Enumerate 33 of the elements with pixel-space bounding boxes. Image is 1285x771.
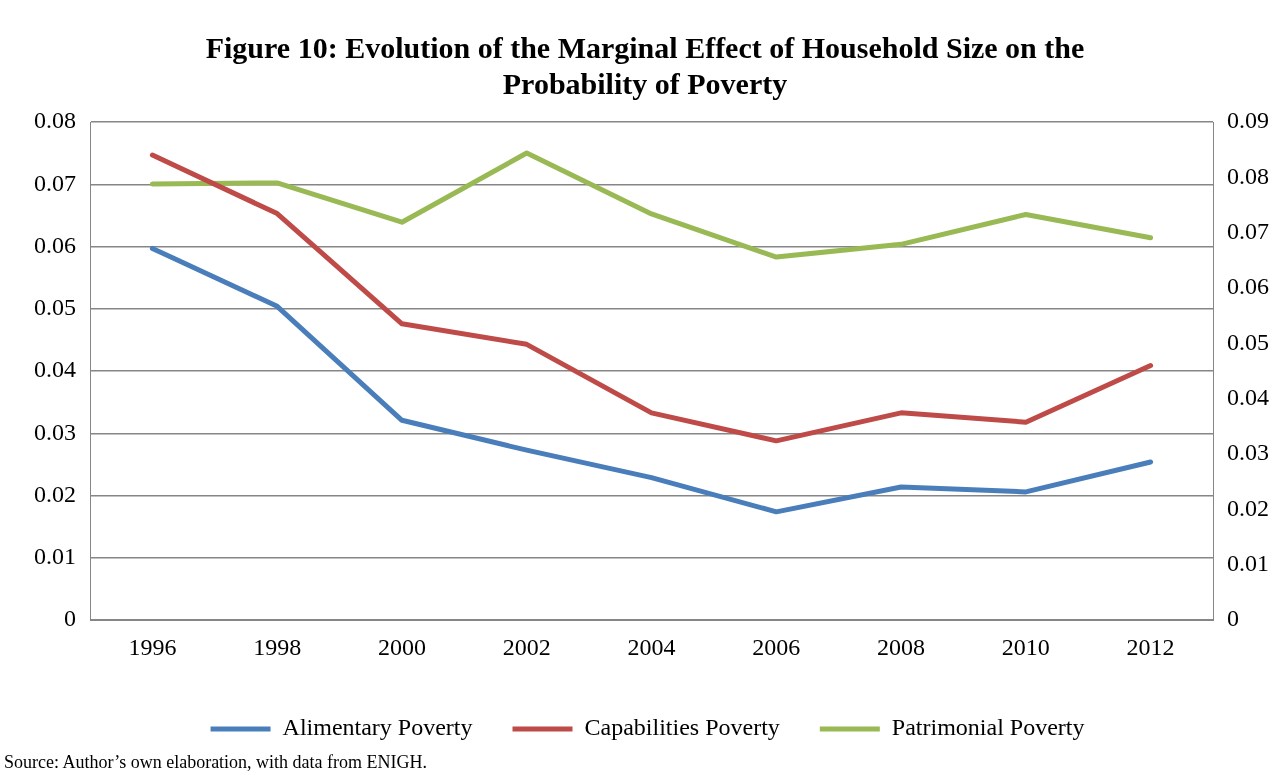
x-tick-label: 2008	[877, 633, 926, 660]
source-note: Source: Author’s own elaboration, with data from ENIGH.	[4, 752, 428, 771]
chart-title: Figure 10: Evolution of the Marginal Effect of Household Size on the Probability of Poverty	[204, 30, 1086, 102]
y-tick-label: 0.03	[34, 418, 76, 445]
x-tick-label: 2004	[627, 633, 676, 660]
y-tick-label: 0.08	[34, 107, 76, 134]
y-tick-label: 0.07	[34, 169, 76, 196]
y2-tick-label: 0.07	[1227, 218, 1269, 245]
y2-tick-label: 0.09	[1227, 107, 1269, 134]
legend-label: Capabilities Poverty	[584, 714, 780, 741]
y2-tick-label: 0.05	[1227, 328, 1269, 355]
x-tick-label: 1998	[253, 633, 302, 660]
y2-tick-label: 0.08	[1227, 162, 1269, 189]
x-tick-label: 1996	[128, 633, 177, 660]
y2-tick-label: 0.01	[1227, 550, 1269, 577]
x-tick-label: 2006	[752, 633, 801, 660]
y2-tick-label: 0.06	[1227, 273, 1269, 300]
y-tick-label: 0.02	[34, 480, 76, 507]
y-tick-label: 0	[64, 605, 76, 632]
y2-tick-label: 0.03	[1227, 439, 1269, 466]
y-tick-label: 0.01	[34, 543, 76, 570]
legend-label: Alimentary Poverty	[282, 714, 473, 741]
y-tick-label: 0.06	[34, 231, 76, 258]
y2-tick-label: 0.02	[1227, 494, 1269, 521]
y-tick-label: 0.05	[34, 294, 76, 321]
x-tick-label: 2002	[502, 633, 551, 660]
x-tick-label: 2000	[377, 633, 426, 660]
x-tick-label: 2010	[1001, 633, 1050, 660]
x-tick-label: 2012	[1126, 633, 1175, 660]
y-tick-label: 0.04	[34, 356, 76, 383]
legend-label: Patrimonial Poverty	[891, 714, 1085, 741]
y2-tick-label: 0.04	[1227, 384, 1269, 411]
y2-tick-label: 0	[1227, 605, 1239, 632]
